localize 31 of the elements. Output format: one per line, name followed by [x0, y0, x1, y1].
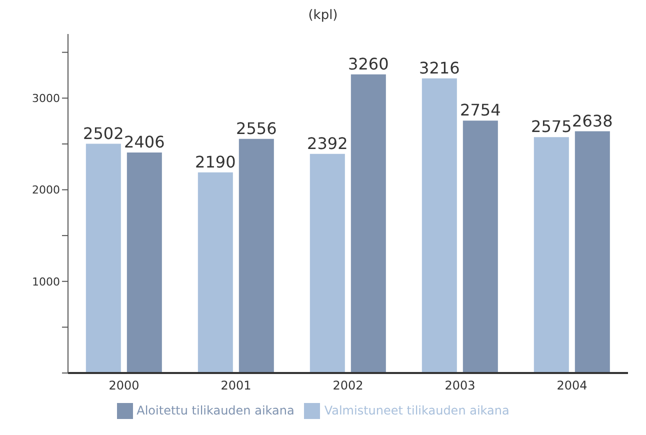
chart-title: (kpl): [307, 8, 339, 24]
bar: [86, 144, 121, 373]
x-tick-label: 2003: [444, 378, 476, 393]
data-label: 3216: [419, 58, 460, 78]
legend-label: Valmistuneet tilikauden aikana: [324, 403, 510, 418]
x-tick-label: 2002: [332, 378, 364, 393]
bar: [126, 152, 162, 373]
data-label: 2502: [83, 124, 124, 143]
bar: [198, 172, 233, 373]
y-tick-label: 1000: [32, 275, 60, 288]
bar: [310, 154, 345, 373]
y-tick-label: 2000: [32, 184, 60, 197]
bar: [534, 137, 569, 373]
legend-label: Aloitettu tilikauden aikana: [136, 403, 294, 418]
data-label: 2406: [124, 132, 165, 152]
data-label: 2638: [572, 111, 613, 130]
data-label: 2754: [460, 100, 501, 120]
y-tick-label: 3000: [32, 92, 60, 106]
x-tick-label: 2004: [556, 378, 588, 393]
x-tick-label: 2000: [108, 378, 140, 393]
data-label: 2392: [307, 134, 348, 153]
bar: [238, 138, 274, 373]
data-label: 2190: [195, 152, 236, 172]
bar: [422, 78, 457, 373]
bar: [462, 120, 498, 373]
data-label: 3260: [348, 54, 389, 74]
x-tick-label: 2001: [220, 378, 252, 393]
data-label: 2575: [531, 117, 572, 136]
bar: [574, 131, 610, 373]
bar: [350, 74, 386, 373]
data-label: 2556: [236, 118, 277, 138]
